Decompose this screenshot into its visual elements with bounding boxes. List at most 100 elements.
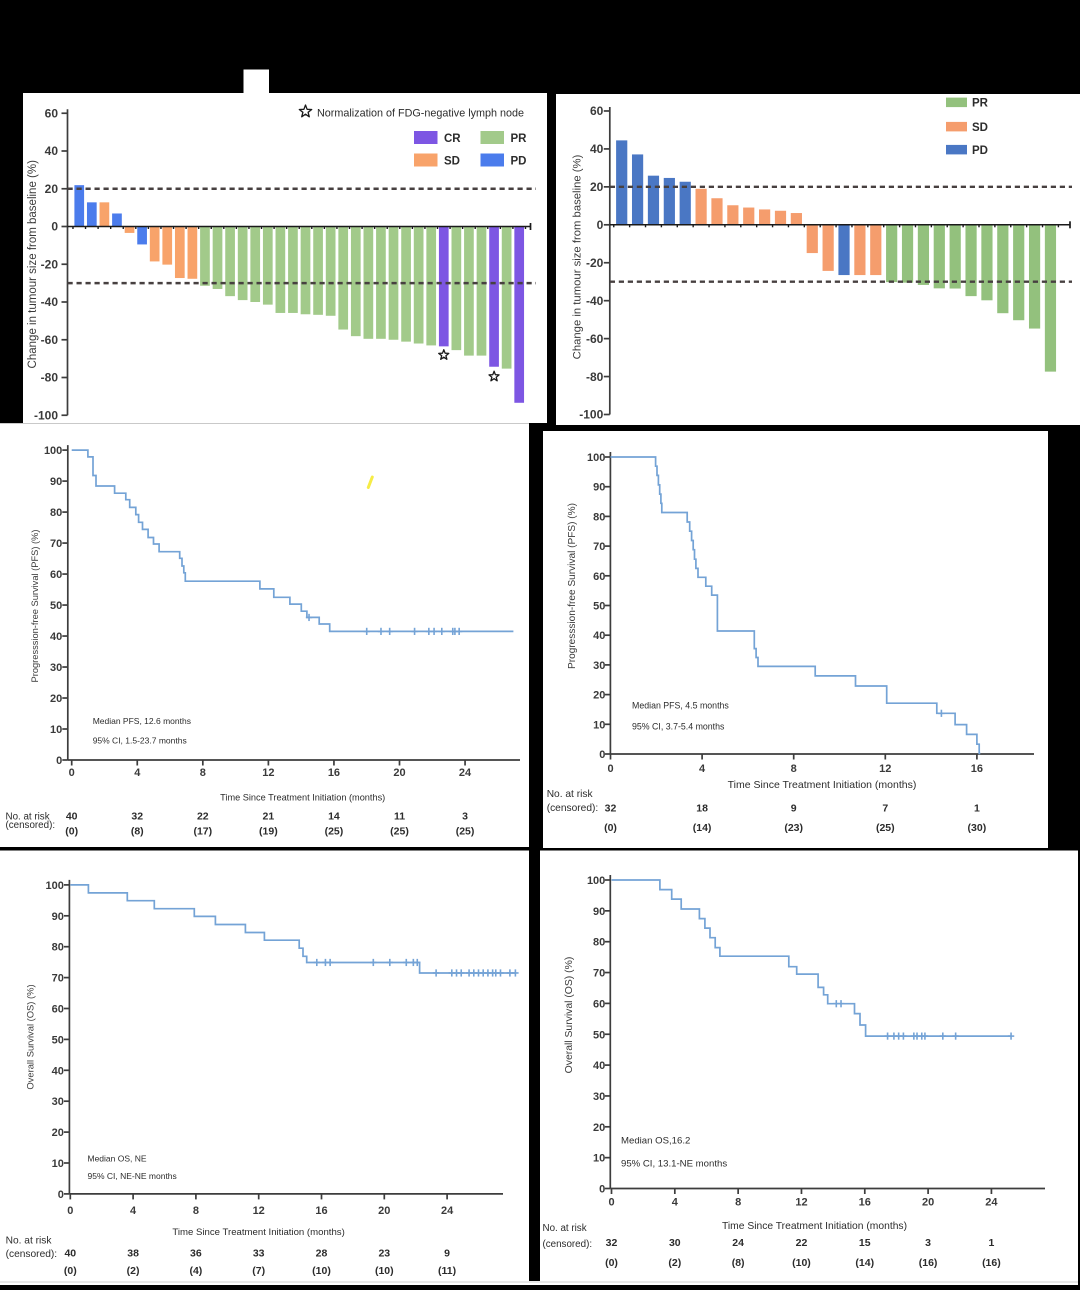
svg-text:0: 0	[58, 1189, 64, 1201]
svg-text:0: 0	[597, 218, 604, 232]
svg-text:16: 16	[859, 1197, 871, 1209]
svg-text:20: 20	[52, 1127, 64, 1139]
svg-text:100: 100	[44, 445, 62, 457]
svg-text:95% CI, 13.1-NE months: 95% CI, 13.1-NE months	[621, 1159, 727, 1170]
svg-text:28: 28	[316, 1248, 328, 1260]
svg-text:Median PFS, 12.6 months: Median PFS, 12.6 months	[93, 716, 191, 726]
svg-text:0: 0	[69, 767, 75, 779]
svg-text:20: 20	[393, 767, 405, 779]
svg-text:-40: -40	[586, 294, 604, 308]
svg-text:100: 100	[587, 875, 605, 887]
svg-text:-80: -80	[586, 370, 604, 384]
svg-text:Overall Survival (OS) (%): Overall Survival (OS) (%)	[25, 984, 36, 1089]
svg-text:60: 60	[590, 104, 604, 118]
svg-text:(10): (10)	[375, 1265, 394, 1277]
svg-text:0: 0	[56, 755, 62, 767]
svg-text:8: 8	[791, 763, 797, 775]
svg-text:10: 10	[593, 719, 605, 731]
svg-text:40: 40	[45, 144, 59, 158]
svg-text:(8): (8)	[732, 1257, 745, 1269]
svg-text:-20: -20	[41, 257, 59, 271]
svg-text:0: 0	[608, 1197, 614, 1209]
svg-text:3: 3	[925, 1237, 931, 1249]
svg-text:12: 12	[253, 1205, 265, 1217]
svg-text:60: 60	[593, 571, 605, 583]
svg-text:(0): (0)	[605, 1257, 618, 1269]
svg-text:80: 80	[593, 511, 605, 523]
svg-text:Normalization of FDG-negative: Normalization of FDG-negative lymph node	[317, 108, 524, 120]
svg-text:23: 23	[378, 1248, 390, 1260]
svg-text:70: 70	[593, 541, 605, 553]
svg-text:16: 16	[315, 1205, 327, 1217]
svg-text:No. at risk: No. at risk	[6, 1236, 53, 1247]
svg-text:10: 10	[52, 1158, 64, 1170]
svg-text:3: 3	[462, 811, 468, 823]
svg-text:9: 9	[791, 803, 797, 815]
svg-text:(30): (30)	[968, 822, 987, 834]
svg-text:(4): (4)	[189, 1265, 202, 1277]
svg-text:No. at risk: No. at risk	[543, 1223, 587, 1234]
svg-text:-60: -60	[41, 333, 59, 347]
svg-text:60: 60	[593, 998, 605, 1010]
svg-text:33: 33	[253, 1248, 265, 1260]
svg-text:8: 8	[193, 1205, 199, 1217]
svg-text:16: 16	[971, 763, 983, 775]
svg-text:(7): (7)	[252, 1265, 265, 1277]
svg-text:32: 32	[606, 1237, 618, 1249]
svg-text:Change in tumour size from bas: Change in tumour size from baseline (%)	[27, 160, 39, 369]
svg-text:4: 4	[672, 1197, 679, 1209]
svg-text:(25): (25)	[325, 826, 344, 838]
svg-text:100: 100	[46, 880, 64, 892]
svg-text:Median OS,16.2: Median OS,16.2	[621, 1136, 690, 1147]
svg-text:40: 40	[66, 811, 78, 823]
svg-text:36: 36	[190, 1248, 202, 1260]
svg-text:90: 90	[50, 476, 62, 488]
svg-text:80: 80	[52, 942, 64, 954]
svg-text:9: 9	[444, 1248, 450, 1260]
svg-text:0: 0	[607, 763, 613, 775]
svg-text:-40: -40	[41, 295, 59, 309]
svg-text:0: 0	[51, 220, 58, 234]
svg-text:(10): (10)	[792, 1257, 811, 1269]
svg-text:(2): (2)	[127, 1265, 140, 1277]
svg-text:-80: -80	[41, 371, 59, 385]
svg-text:Time Since Treatment Initiatio: Time Since Treatment Initiation (months)	[172, 1227, 344, 1238]
svg-text:24: 24	[441, 1205, 454, 1217]
svg-text:(25): (25)	[390, 826, 409, 838]
svg-text:20: 20	[593, 690, 605, 702]
svg-text:24: 24	[459, 767, 472, 779]
svg-text:80: 80	[50, 507, 62, 519]
svg-text:(25): (25)	[876, 822, 895, 834]
svg-text:-20: -20	[586, 256, 604, 270]
svg-text:70: 70	[50, 538, 62, 550]
svg-text:(16): (16)	[919, 1257, 938, 1269]
svg-text:Overall Survival (OS) (%): Overall Survival (OS) (%)	[564, 957, 575, 1074]
svg-text:12: 12	[262, 767, 274, 779]
svg-text:24: 24	[732, 1237, 744, 1249]
svg-text:(0): (0)	[65, 826, 78, 838]
svg-text:90: 90	[52, 911, 64, 923]
svg-text:(16): (16)	[982, 1257, 1001, 1269]
svg-text:20: 20	[590, 180, 604, 194]
svg-text:-60: -60	[586, 332, 604, 346]
svg-text:60: 60	[50, 569, 62, 581]
svg-text:30: 30	[50, 662, 62, 674]
svg-text:60: 60	[45, 106, 59, 120]
svg-text:(19): (19)	[259, 826, 278, 838]
svg-text:8: 8	[200, 767, 206, 779]
svg-text:(0): (0)	[64, 1265, 77, 1277]
svg-text:50: 50	[50, 600, 62, 612]
svg-text:1: 1	[988, 1237, 994, 1249]
svg-text:40: 40	[52, 1065, 64, 1077]
svg-text:4: 4	[130, 1205, 137, 1217]
svg-text:80: 80	[593, 937, 605, 949]
svg-text:(11): (11)	[438, 1265, 456, 1277]
svg-text:Progresssion-free Survival (PF: Progresssion-free Survival (PFS) (%)	[567, 503, 578, 669]
svg-text:70: 70	[593, 968, 605, 980]
svg-text:7: 7	[882, 803, 888, 815]
svg-text:11: 11	[394, 811, 405, 823]
svg-text:10: 10	[50, 724, 62, 736]
svg-text:(censored):: (censored):	[543, 1239, 593, 1250]
svg-text:(14): (14)	[855, 1257, 874, 1269]
svg-text:32: 32	[605, 803, 617, 815]
